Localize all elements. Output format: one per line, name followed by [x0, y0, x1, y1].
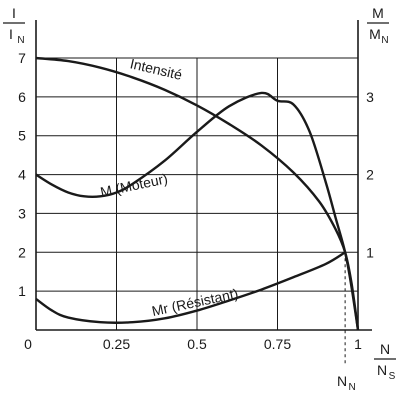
- marker-label-sub: N: [349, 382, 356, 393]
- left-tick-label: 1: [18, 283, 26, 299]
- right-tick-label: 2: [366, 167, 374, 183]
- resistant-torque-curve: [35, 251, 346, 324]
- grid: [36, 57, 358, 330]
- axes: [35, 20, 372, 366]
- x-tick-label: 0.5: [187, 336, 207, 352]
- left-tick-label: 3: [18, 205, 26, 221]
- x-tick-label: 0.25: [103, 336, 130, 352]
- left-axis-title-den: I: [9, 26, 13, 42]
- x-tick-label: 0.75: [264, 336, 291, 352]
- resistant-torque-label: Mr (Résistant): [150, 285, 239, 319]
- left-tick-label: 4: [18, 167, 26, 183]
- x-axis-title-den: N: [377, 362, 387, 378]
- left-axis-title-den-sub: N: [17, 35, 24, 46]
- right-axis-title-den: M: [369, 26, 381, 42]
- left-tick-label: 6: [18, 89, 26, 105]
- right-tick-label: 3: [366, 89, 374, 105]
- left-tick-label: 7: [18, 50, 26, 66]
- right-axis-title-num: M: [372, 5, 384, 21]
- left-tick-label: 5: [18, 128, 26, 144]
- x-axis-title-num: N: [380, 341, 390, 357]
- x-axis-title-den-sub: S: [389, 371, 396, 382]
- marker-label: N: [337, 373, 347, 389]
- x-tick-label: 1: [354, 336, 362, 352]
- left-axis-title-num: I: [12, 5, 16, 21]
- right-tick-label: 1: [366, 244, 374, 260]
- left-tick-label: 2: [18, 244, 26, 260]
- motor-torque-curve: [35, 91, 360, 331]
- x-tick-label: 0: [24, 336, 32, 352]
- right-axis-title-den-sub: N: [381, 35, 388, 46]
- curves: [35, 56, 360, 331]
